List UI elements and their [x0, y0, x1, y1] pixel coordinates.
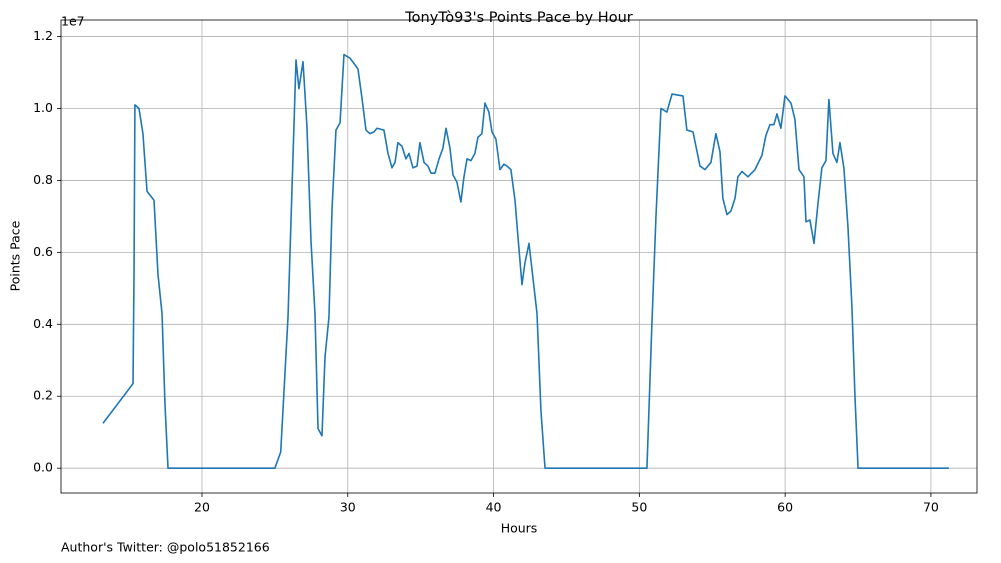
x-tick-label: 50 [631, 500, 647, 515]
y-tick-label: 0.6 [33, 244, 53, 259]
plot-frame [60, 19, 978, 494]
y-tick-label: 1.2 [33, 28, 53, 43]
y-tick-label: 0.8 [33, 172, 53, 187]
y-offset-label: 1e7 [61, 14, 85, 29]
x-tick-label: 70 [923, 500, 939, 515]
x-tick-label: 60 [777, 500, 793, 515]
y-tick-label: 0.0 [33, 460, 53, 475]
y-tick-label: 1.0 [33, 100, 53, 115]
y-tick-label: 0.4 [33, 316, 53, 331]
y-axis-label: Points Pace [8, 220, 23, 291]
chart-title: TonyTò93's Points Pace by Hour [404, 10, 632, 26]
footer: Author's Twitter: @polo51852166 [61, 540, 270, 555]
x-tick-label: 30 [340, 500, 356, 515]
line [102, 53, 949, 469]
plot [102, 53, 949, 469]
y-tick-label: 0.2 [33, 388, 53, 403]
x-axis-label: Hours [501, 521, 538, 536]
x-tick-label: 40 [486, 500, 502, 515]
x-tick-label: 20 [194, 500, 210, 515]
